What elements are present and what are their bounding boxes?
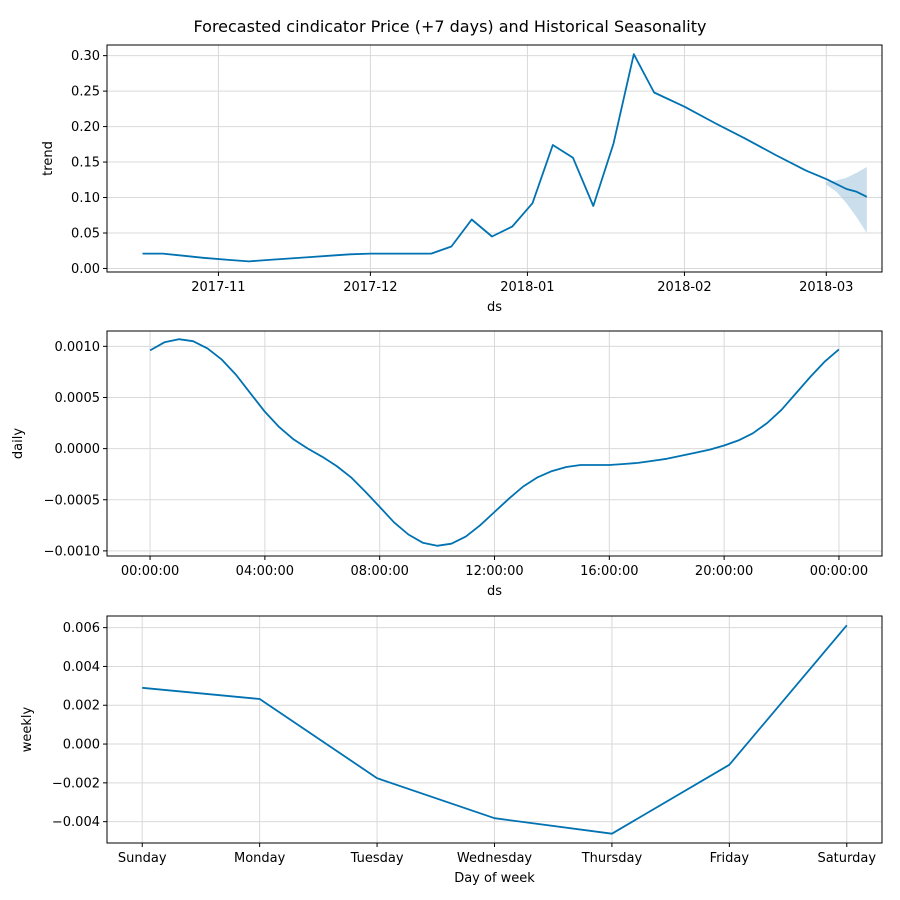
y-tick-label: 0.004 [63,660,100,675]
y-tick-label: −0.004 [52,815,100,830]
y-tick-label: 0.15 [71,156,100,171]
x-tick-label: 2018-02 [657,280,711,295]
daily-line [149,338,840,547]
y-tick-label: 0.20 [71,120,100,135]
x-tick-label: 2017-11 [191,280,245,295]
x-tick-label: 2018-03 [799,280,853,295]
x-tick-label: 2017-12 [343,280,397,295]
y-tick-label: 0.0010 [55,340,101,355]
x-tick-label: Thursday [581,851,643,866]
weekly-line [142,624,848,835]
y-tick-label: 0.25 [71,85,100,100]
x-tick-label: 00:00:00 [810,564,868,579]
weekly-panel: Sunday Monday Tuesday Wednesday Thursday Frid… [20,615,883,886]
y-tick-label: 0.006 [63,621,100,636]
y-axis-label: trend [41,141,56,176]
y-tick-label: 0.05 [71,226,100,241]
x-tick-label: 04:00:00 [236,564,294,579]
y-tick-label: −0.002 [52,776,100,791]
y-axis-label: daily [11,428,26,459]
x-tick-label: Tuesday [350,851,404,866]
y-axis-label: weekly [20,706,35,752]
x-axis-label: ds [487,300,502,315]
x-tick-label: 00:00:00 [121,564,179,579]
x-tick-label: Saturday [817,851,876,866]
x-tick-label: Friday [710,851,750,866]
y-tick-label: 0.000 [63,738,100,753]
x-tick-label: Monday [234,851,286,866]
trend-line [142,53,868,263]
x-tick-label: 16:00:00 [580,564,638,579]
y-tick-label: 0.0000 [55,442,101,457]
y-tick-label: 0.10 [71,191,100,206]
x-tick-label: 20:00:00 [695,564,753,579]
x-tick-label: 2018-01 [500,280,554,295]
x-axis-label: ds [487,584,502,599]
x-axis-label: Day of week [454,871,535,886]
uncertainty-band [826,167,867,233]
y-tick-label: 0.30 [71,49,100,64]
y-tick-label: −0.0010 [44,544,100,559]
trend-panel: 2017-11 2017-12 2018-01 2018-02 2018-03 0.00 0… [41,44,883,315]
y-tick-label: 0.00 [71,262,100,277]
y-tick-label: 0.0005 [55,391,101,406]
x-tick-label: 08:00:00 [350,564,408,579]
figure-title: Forecasted cindicator Price (+7 days) an… [194,17,707,36]
daily-panel: 00:00:00 04:00:00 08:00:00 12:00:00 16:00:00… [11,330,883,599]
y-tick-label: 0.002 [63,699,100,714]
y-tick-label: −0.0005 [44,493,100,508]
x-tick-label: 12:00:00 [465,564,523,579]
x-tick-label: Wednesday [457,851,533,866]
x-tick-label: Sunday [118,851,167,866]
plot-frame [106,44,883,273]
